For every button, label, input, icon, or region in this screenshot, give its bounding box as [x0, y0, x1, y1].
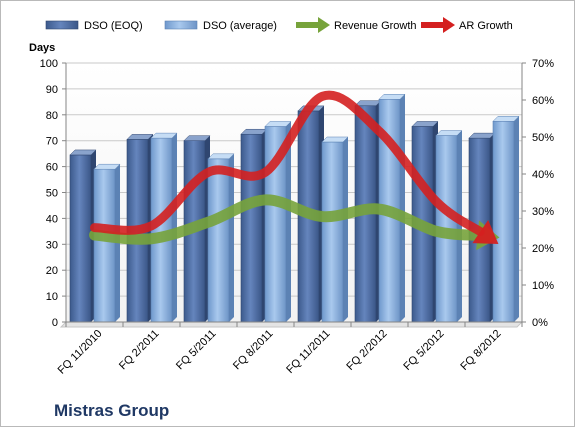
y-tick-label: 0: [52, 317, 58, 329]
y-tick-label: 50: [46, 188, 58, 200]
bar-dso-average: [207, 153, 235, 323]
y2-tick-label: 30%: [532, 206, 554, 218]
company-name: Mistras Group: [54, 401, 169, 420]
legend-item: DSO (average): [164, 20, 277, 32]
y-tick-label: 10: [46, 291, 58, 303]
legend-item: AR Growth: [421, 17, 513, 33]
bar-dso-average: [435, 130, 463, 323]
y-tick-label: 30: [46, 239, 58, 251]
bar-dso-average: [150, 132, 178, 323]
legend-label: AR Growth: [459, 20, 513, 32]
growth-arrowhead: [472, 220, 499, 244]
x-tick-label: FQ 8/2012: [458, 328, 503, 373]
bar-dso-average: [321, 136, 349, 323]
growth-line-path: [90, 90, 485, 237]
y2-tick-label: 20%: [532, 243, 554, 255]
x-tick-label: FQ 5/2012: [401, 328, 446, 373]
growth-lines: [89, 90, 500, 251]
growth-line-path: [89, 194, 484, 245]
bar-dso-average: [492, 116, 520, 323]
y2-tick-label: 50%: [532, 132, 554, 144]
ar-growth-line: [90, 90, 499, 244]
legend-swatch: [45, 20, 79, 30]
y-axis-title: Days: [29, 42, 55, 54]
y2-tick-label: 60%: [532, 95, 554, 107]
legend-label: Revenue Growth: [334, 20, 417, 32]
bar-dso-eoq: [240, 128, 268, 323]
y2-tick-label: 40%: [532, 169, 554, 181]
bar-dso-average: [93, 163, 121, 323]
x-tick-label: FQ 5/2011: [174, 328, 219, 373]
bar-dso-average: [264, 121, 292, 323]
legend-item: DSO (EOQ): [45, 20, 143, 32]
y-tick-label: 40: [46, 213, 58, 225]
x-tick-label: FQ 11/2010: [56, 328, 105, 377]
x-tick-label: FQ 2/2012: [344, 328, 389, 373]
legend-swatch: [164, 20, 198, 30]
y2-tick-label: 0%: [532, 317, 548, 329]
y2-tick-label: 70%: [532, 58, 554, 70]
y-tick-label: 70: [46, 136, 58, 148]
legend-label: DSO (average): [203, 20, 277, 32]
plot-floor: [59, 321, 524, 328]
legend-label: DSO (EOQ): [84, 20, 143, 32]
legend: DSO (EOQ) DSO (average) Revenue Growth AR G…: [45, 17, 513, 33]
x-tick-label: FQ 11/2011: [284, 328, 332, 376]
y-tick-label: 100: [40, 58, 58, 70]
y-tick-label: 20: [46, 265, 58, 277]
legend-item: Revenue Growth: [296, 17, 417, 33]
x-tick-label: FQ 8/2011: [231, 328, 276, 373]
x-tick-label: FQ 2/2011: [117, 328, 162, 373]
y-tick-label: 60: [46, 162, 58, 174]
y-tick-label: 90: [46, 84, 58, 96]
y2-tick-label: 10%: [532, 280, 554, 292]
y-tick-label: 80: [46, 110, 58, 122]
